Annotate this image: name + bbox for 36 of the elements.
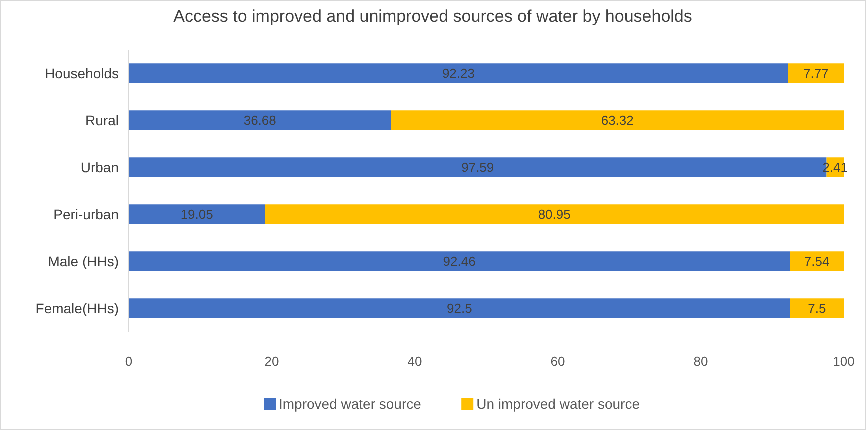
- y-tick-label: Male (HHs): [48, 253, 119, 270]
- data-label: 36.68: [244, 113, 276, 128]
- bar: [129, 64, 788, 84]
- x-tick-label: 80: [694, 354, 708, 369]
- y-tick-label: Female(HHs): [36, 300, 119, 316]
- y-tick-label: Rural: [86, 112, 119, 128]
- bar: [129, 204, 266, 224]
- data-label: 97.59: [462, 160, 494, 176]
- bar: [788, 64, 844, 84]
- x-tick-label: 40: [408, 354, 422, 369]
- y-tick-label: Urban: [80, 159, 119, 176]
- bar: [265, 204, 844, 224]
- data-label: 7.77: [804, 66, 829, 82]
- y-tick-label: Households: [45, 65, 119, 82]
- chart-title: Access to improved and unimproved sources of water by households: [174, 7, 692, 26]
- x-tick-label: 100: [833, 354, 855, 369]
- y-tick-label: Peri-urban: [54, 206, 119, 222]
- x-tick-label: 20: [264, 354, 280, 369]
- x-tick-label: 60: [550, 354, 566, 369]
- bar: [391, 110, 844, 130]
- data-label: 63.32: [601, 113, 634, 128]
- legend-label: Un improved water source: [476, 396, 640, 412]
- data-label: 19.05: [180, 207, 214, 222]
- legend-label: Improved water source: [279, 396, 422, 412]
- bar: [129, 298, 790, 318]
- bar: [790, 298, 844, 318]
- bar: [129, 252, 790, 272]
- bar: [129, 110, 392, 130]
- data-label: 92.46: [443, 254, 476, 270]
- data-label: 92.5: [447, 301, 472, 316]
- data-label: 7.54: [804, 254, 830, 270]
- data-label: 92.23: [442, 66, 475, 82]
- data-label: 80.95: [538, 207, 571, 222]
- bar: [790, 252, 844, 272]
- x-tick-label: 0: [125, 354, 133, 369]
- data-label: 7.5: [808, 301, 826, 316]
